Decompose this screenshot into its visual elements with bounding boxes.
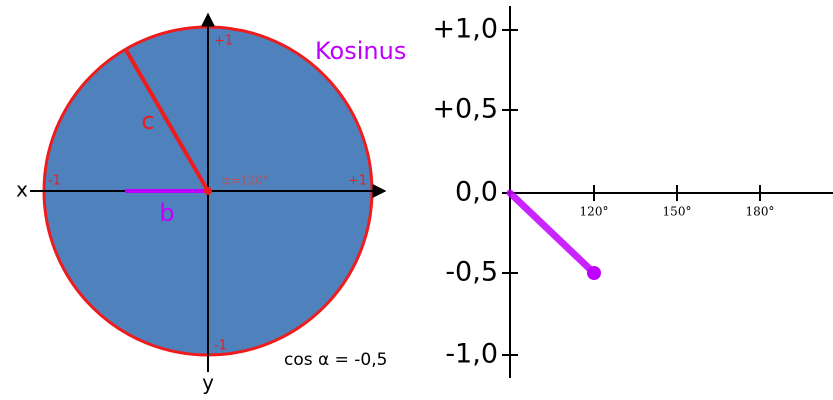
x-tick-label: 180° xyxy=(746,205,775,219)
x-ticks: 120° 150° 180° xyxy=(580,185,775,219)
y-tick-label: -0,5 xyxy=(445,257,498,288)
axis-x-label: x xyxy=(16,178,28,202)
adjacent-label: b xyxy=(159,199,174,227)
hypotenuse-label: c xyxy=(141,107,154,135)
center-dot xyxy=(204,187,212,195)
y-tick-label: +1,0 xyxy=(432,14,498,45)
label-bottom: -1 xyxy=(214,339,227,354)
label-right: +1 xyxy=(348,174,367,189)
cosine-segment xyxy=(506,189,598,277)
y-tick-label: +0,5 xyxy=(432,94,498,125)
label-left: -1 xyxy=(48,174,61,189)
y-tick-label: -1,0 xyxy=(445,339,498,370)
formula: cos α = -0,5 xyxy=(284,350,387,370)
y-ticks: +1,0 +0,5 0,0 -0,5 -1,0 xyxy=(432,14,518,370)
x-tick-label: 120° xyxy=(580,205,609,219)
unit-circle: Kosinus x y +1 -1 -1 +1 α=120° c b cos α… xyxy=(16,12,406,395)
cosine-point xyxy=(587,266,601,280)
axis-y-label: y xyxy=(202,371,214,395)
x-tick-label: 150° xyxy=(663,205,692,219)
title: Kosinus xyxy=(315,37,406,65)
label-top: +1 xyxy=(214,34,233,49)
y-tick-label: 0,0 xyxy=(455,177,498,208)
hypotenuse-line xyxy=(124,48,210,193)
cosine-graph: +1,0 +0,5 0,0 -0,5 -1,0 120° 150° 180° xyxy=(432,6,833,378)
angle-label: α=120° xyxy=(222,174,269,188)
